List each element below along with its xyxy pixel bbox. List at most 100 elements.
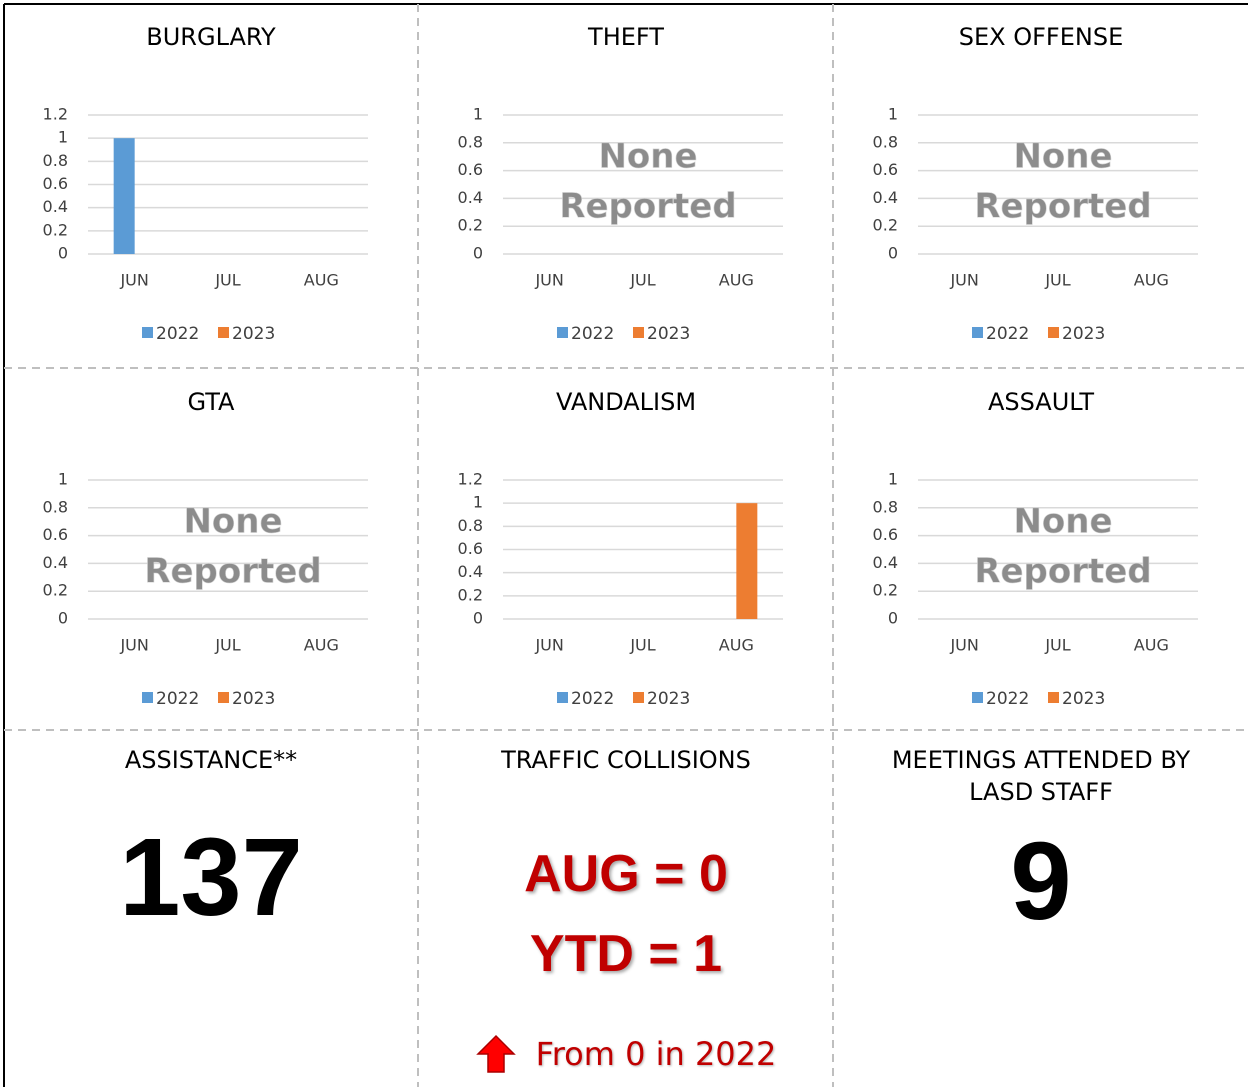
annotation: Reported: [974, 552, 1151, 592]
x-tick-label: JUL: [214, 271, 240, 290]
chart-title: GTA: [188, 388, 236, 416]
x-tick-label: AUG: [1134, 636, 1169, 655]
y-tick-label: 0.2: [458, 585, 483, 604]
legend-swatch: [218, 327, 229, 338]
y-tick-label: 0.2: [43, 220, 68, 239]
x-tick-label: JUN: [949, 636, 978, 655]
annotation: Reported: [559, 187, 736, 227]
chart-title: SEX OFFENSE: [959, 23, 1123, 51]
x-tick-label: JUN: [119, 636, 148, 655]
legend-swatch: [972, 692, 983, 703]
y-tick-label: 0: [888, 609, 898, 628]
y-tick-label: 0.8: [458, 516, 483, 535]
y-tick-label: 1: [58, 128, 68, 147]
dividers: [4, 4, 1248, 1087]
legend-swatch: [557, 327, 568, 338]
legend-label: 2022: [986, 324, 1029, 344]
legend-swatch: [1048, 692, 1059, 703]
annotation: None: [1013, 502, 1112, 542]
bar: [113, 138, 135, 254]
y-tick-label: 0.4: [458, 562, 483, 581]
annotation: Reported: [144, 552, 321, 592]
y-tick-label: 0: [473, 244, 483, 263]
annotation: None: [1013, 137, 1112, 177]
meetings-panel: MEETINGS ATTENDED BY LASD STAFF 9: [834, 730, 1248, 1087]
panel-title: MEETINGS ATTENDED BY LASD STAFF: [891, 746, 1191, 806]
note: From 0 in 2022: [535, 1035, 777, 1073]
stat-value: 9: [1010, 820, 1072, 943]
x-tick-label: JUN: [949, 271, 978, 290]
x-tick-label: AUG: [304, 636, 339, 655]
x-tick-label: AUG: [719, 271, 754, 290]
y-tick-label: 0: [888, 244, 898, 263]
y-tick-label: 0.6: [873, 160, 898, 179]
x-tick-label: AUG: [1134, 271, 1169, 290]
legend-label: 2023: [1062, 689, 1105, 709]
chart-title: ASSAULT: [988, 388, 1094, 416]
y-tick-label: 0.2: [873, 216, 898, 235]
assistance-panel: ASSISTANCE** 137: [4, 730, 418, 1087]
legend-label: 2022: [986, 689, 1029, 709]
note-row: From 0 in 2022: [419, 1034, 833, 1074]
x-tick-label: JUL: [629, 271, 655, 290]
y-tick-label: 0.8: [43, 497, 68, 516]
y-tick-label: 0.4: [43, 197, 68, 216]
annotation: None: [598, 137, 697, 177]
y-tick-label: 1: [888, 105, 898, 124]
y-tick-label: 0.8: [873, 497, 898, 516]
legend-label: 2022: [156, 324, 199, 344]
y-tick-label: 0: [473, 609, 483, 628]
y-tick-label: 0.2: [873, 581, 898, 600]
y-tick-label: 0: [58, 609, 68, 628]
y-tick-label: 1: [58, 470, 68, 489]
panel-title: TRAFFIC COLLISIONS: [501, 746, 751, 774]
chart-title: BURGLARY: [146, 23, 276, 51]
legend-label: 2022: [571, 689, 614, 709]
annotation: Reported: [974, 187, 1151, 227]
panel-title: ASSISTANCE**: [124, 746, 298, 774]
y-tick-label: 0.2: [43, 581, 68, 600]
y-tick-label: 0.6: [458, 539, 483, 558]
y-tick-label: 0.2: [458, 216, 483, 235]
legend-swatch: [142, 692, 153, 703]
stat-line: YTD = 1: [529, 925, 723, 983]
y-tick-label: 0.4: [458, 188, 483, 207]
legend-label: 2023: [232, 689, 275, 709]
legend-swatch: [218, 692, 229, 703]
chart-title: VANDALISM: [556, 388, 696, 416]
y-tick-label: 1: [888, 470, 898, 489]
stat-line: AUG = 0: [524, 845, 728, 903]
x-tick-label: JUL: [1044, 636, 1070, 655]
y-tick-label: 0.6: [458, 160, 483, 179]
y-tick-label: 0.4: [873, 188, 898, 207]
y-tick-label: 0.4: [43, 553, 68, 572]
legend-label: 2022: [156, 689, 199, 709]
x-tick-label: JUN: [119, 271, 148, 290]
legend-swatch: [972, 327, 983, 338]
y-tick-label: 0.8: [43, 151, 68, 170]
y-tick-label: 1: [473, 105, 483, 124]
bar: [736, 503, 758, 619]
y-tick-label: 1: [473, 493, 483, 512]
x-tick-label: JUL: [629, 636, 655, 655]
y-tick-label: 0.8: [873, 132, 898, 151]
legend-label: 2023: [647, 324, 690, 344]
y-tick-label: 0.6: [43, 525, 68, 544]
traffic-panel: TRAFFIC COLLISIONS AUG = 0 YTD = 1 From …: [419, 730, 833, 1087]
legend-swatch: [633, 692, 644, 703]
y-tick-label: 0: [58, 244, 68, 263]
x-tick-label: JUN: [534, 636, 563, 655]
y-tick-label: 1.2: [43, 105, 68, 124]
stat-value: 137: [119, 816, 303, 939]
legend-label: 2022: [571, 324, 614, 344]
up-arrow: [475, 1034, 516, 1073]
x-tick-label: AUG: [719, 636, 754, 655]
legend-swatch: [633, 327, 644, 338]
y-tick-label: 0.6: [873, 525, 898, 544]
y-tick-label: 0.8: [458, 132, 483, 151]
legend-swatch: [557, 692, 568, 703]
x-tick-label: JUL: [1044, 271, 1070, 290]
chart-title: THEFT: [587, 23, 664, 51]
